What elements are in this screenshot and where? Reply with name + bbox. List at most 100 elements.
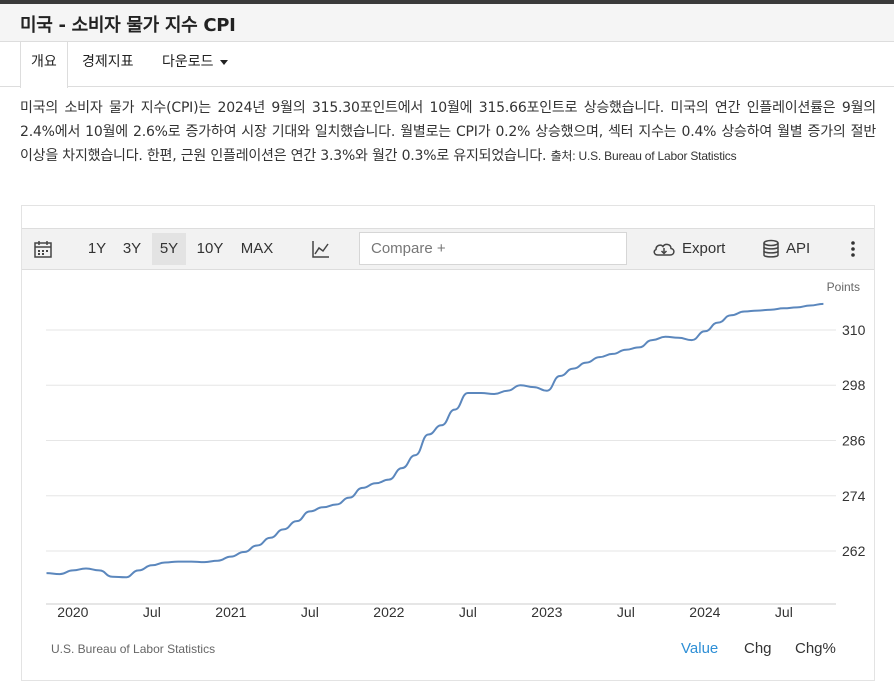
data-point (573, 368, 574, 369)
data-point (59, 574, 60, 575)
database-icon (763, 239, 779, 258)
mode-chg-button[interactable]: Chg (744, 640, 772, 657)
data-point (638, 347, 639, 348)
cloud-download-icon (653, 243, 675, 256)
data-point (257, 545, 258, 546)
data-point (401, 468, 402, 469)
range-max-button[interactable]: MAX (240, 240, 274, 257)
range-3y-button[interactable]: 3Y (122, 240, 142, 257)
chart-type-icon[interactable] (310, 233, 332, 265)
top-bar (0, 0, 894, 4)
data-point (480, 392, 481, 393)
data-point (546, 390, 547, 391)
data-point (164, 562, 165, 563)
data-point (85, 568, 86, 569)
y-tick-label: 274 (842, 488, 866, 504)
data-point (72, 570, 73, 571)
api-button[interactable]: API (762, 233, 822, 265)
calendar-icon[interactable] (32, 233, 54, 265)
x-tick-label: 2024 (689, 604, 720, 620)
data-point (770, 309, 771, 310)
mode-value-button[interactable]: Value (681, 640, 719, 657)
compare-input[interactable]: Compare + (359, 232, 627, 265)
tab-download-label: 다운로드 (162, 54, 214, 70)
data-point (612, 353, 613, 354)
data-point (362, 487, 363, 488)
chart-panel (21, 205, 875, 681)
range-5y-button[interactable]: 5Y (152, 233, 186, 265)
data-point (309, 511, 310, 512)
label-layer: 262 274 286 298 310 Points 2020 Jul 2021 Jul 2022 J… (57, 280, 865, 620)
x-tick-label: Jul (143, 604, 161, 620)
data-point (125, 577, 126, 578)
data-point (230, 556, 231, 557)
data-point (296, 521, 297, 522)
x-tick-label: 2023 (531, 604, 562, 620)
data-point (428, 434, 429, 435)
x-tick-label: 2021 (215, 604, 246, 620)
data-point (204, 562, 205, 563)
x-tick-label: Jul (301, 604, 319, 620)
data-point (322, 507, 323, 508)
more-options-icon[interactable] (842, 233, 864, 265)
data-point (757, 310, 758, 311)
data-point (783, 308, 784, 309)
data-point (46, 573, 47, 574)
data-point (99, 570, 100, 571)
x-tick-label: Jul (459, 604, 477, 620)
export-button[interactable]: Export (652, 233, 732, 265)
data-point (507, 390, 508, 391)
data-point (178, 561, 179, 562)
line-layer (46, 302, 824, 579)
data-point (744, 311, 745, 312)
data-point (467, 392, 468, 393)
description-source: 출처: U.S. Bureau of Labor Statistics (550, 149, 737, 163)
y-tick-label: 262 (842, 543, 866, 559)
x-tick-label: 2020 (57, 604, 88, 620)
data-point (191, 561, 192, 562)
data-point (717, 322, 718, 323)
tab-bar: 개요 경제지표 다운로드 (0, 42, 894, 88)
tab-overview[interactable]: 개요 (20, 42, 68, 88)
data-point (678, 337, 679, 338)
data-point (652, 340, 653, 341)
export-label: Export (682, 240, 726, 257)
data-point (494, 393, 495, 394)
data-point (270, 537, 271, 538)
data-point (388, 479, 389, 480)
data-point (533, 387, 534, 388)
data-point (691, 340, 692, 341)
data-point (665, 336, 666, 337)
description-text: 미국의 소비자 물가 지수(CPI)는 2024년 9월의 315.30포인트에… (20, 100, 876, 164)
page-header: 미국 - 소비자 물가 지수 CPI (0, 4, 894, 42)
data-point (112, 576, 113, 577)
data-point (559, 375, 560, 376)
data-point (599, 357, 600, 358)
data-point (243, 551, 244, 552)
mode-chgpct-button[interactable]: Chg% (795, 640, 836, 657)
x-tick-label: 2022 (373, 604, 404, 620)
data-point (441, 425, 442, 426)
page-title: 미국 - 소비자 물가 지수 CPI (20, 15, 236, 36)
tab-indicators[interactable]: 경제지표 (82, 54, 134, 70)
x-tick-label: Jul (775, 604, 793, 620)
data-point (217, 560, 218, 561)
data-point (625, 349, 626, 350)
y-tick-label: 298 (842, 377, 866, 393)
description: 미국의 소비자 물가 지수(CPI)는 2024년 9월의 315.30포인트에… (20, 96, 876, 168)
tab-download[interactable]: 다운로드 (162, 42, 228, 87)
y-axis-label: Points (827, 280, 860, 294)
data-point (731, 315, 732, 316)
data-point (586, 362, 587, 363)
data-point (520, 385, 521, 386)
data-point (796, 307, 797, 308)
data-point (375, 483, 376, 484)
range-10y-button[interactable]: 10Y (196, 240, 224, 257)
grid-layer (46, 329, 836, 605)
data-point (283, 529, 284, 530)
range-1y-button[interactable]: 1Y (87, 240, 107, 257)
chart-toolbar: 1Y 3Y 5Y 10Y MAX Compare + Export API (22, 228, 874, 270)
data-point (336, 504, 337, 505)
data-point (454, 409, 455, 410)
